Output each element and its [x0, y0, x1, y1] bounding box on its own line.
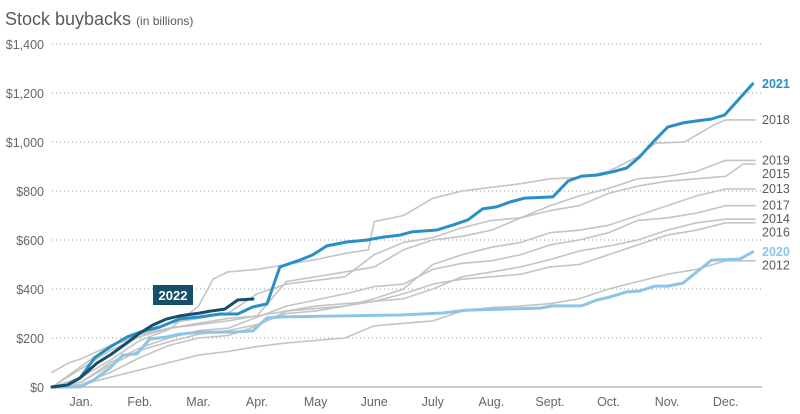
series-label-2012: 2012 — [762, 259, 790, 273]
series-line-2013 — [51, 188, 756, 374]
y-tick-label: $1,400 — [6, 38, 44, 52]
series-line-2022 — [50, 297, 255, 389]
series-label-2019: 2019 — [762, 153, 790, 167]
x-tick-label: Aug. — [479, 395, 505, 409]
series-label-2014: 2014 — [762, 212, 790, 226]
series-line-2021 — [50, 82, 755, 389]
x-tick-label: May — [304, 395, 328, 409]
callout-2022: 2022 — [153, 285, 193, 305]
series-line-2020 — [50, 250, 755, 389]
x-tick-label: Dec. — [713, 395, 739, 409]
series-line-2014 — [51, 218, 756, 388]
chart-title: Stock buybacks (in billions) — [5, 9, 193, 29]
x-axis: Jan. Feb. Mar. Apr. May June July Aug. Sept. Oct.… — [69, 395, 738, 409]
gridlines — [52, 43, 762, 388]
callout-2022-box — [153, 285, 193, 305]
x-tick-label: Jan. — [69, 395, 93, 409]
y-tick-label: $1,000 — [6, 136, 44, 150]
series-line-2012 — [51, 260, 756, 388]
x-tick-label: Nov. — [655, 395, 680, 409]
callout-2022-label: 2022 — [159, 288, 188, 303]
y-tick-label: $800 — [16, 185, 44, 199]
x-tick-label: Sept. — [535, 395, 564, 409]
series-line-2017 — [51, 204, 756, 388]
series-line-2016 — [51, 222, 756, 388]
series-label-2013: 2013 — [762, 182, 790, 196]
series-line-2019 — [51, 159, 756, 388]
series-lines — [50, 82, 756, 389]
series-label-2018: 2018 — [762, 113, 790, 127]
series-label-2021: 2021 — [762, 77, 790, 91]
y-tick-label: $200 — [16, 332, 44, 346]
series-label-2015: 2015 — [762, 167, 790, 181]
x-tick-label: June — [361, 395, 388, 409]
series-label-2020: 2020 — [762, 245, 790, 259]
x-tick-label: Apr. — [246, 395, 268, 409]
x-tick-label: July — [422, 395, 445, 409]
series-line-2015 — [51, 163, 756, 388]
series-label-2017: 2017 — [762, 199, 790, 213]
x-tick-label: Mar. — [186, 395, 210, 409]
y-tick-label: $600 — [16, 234, 44, 248]
series-label-2016: 2016 — [762, 226, 790, 240]
x-tick-label: Feb. — [127, 395, 152, 409]
y-tick-label: $1,200 — [6, 87, 44, 101]
y-tick-label: $0 — [30, 381, 44, 395]
series-line-2018 — [51, 119, 756, 388]
y-tick-label: $400 — [16, 283, 44, 297]
x-tick-label: Oct. — [597, 395, 620, 409]
y-axis: $0 $200 $400 $600 $800 $1,000 $1,200 $1,400 — [6, 38, 44, 395]
chart-subtitle: (in billions) — [136, 14, 193, 28]
chart-title-main: Stock buybacks — [5, 9, 131, 29]
